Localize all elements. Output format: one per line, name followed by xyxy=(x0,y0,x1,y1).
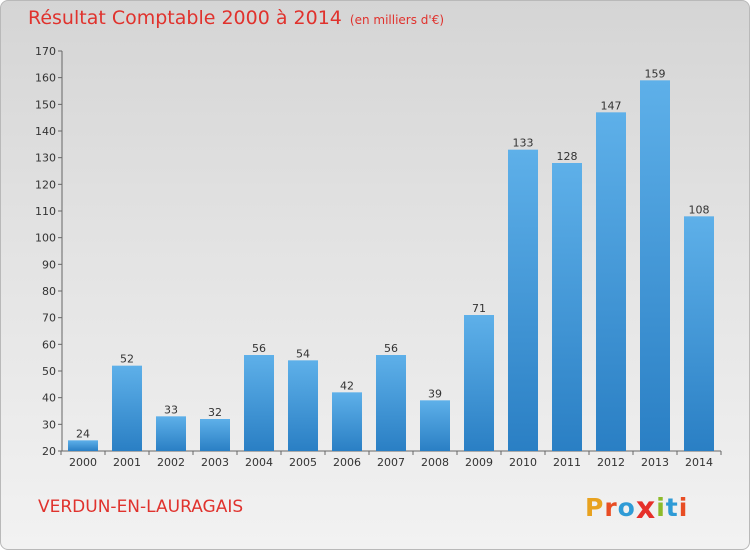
bar-2007[interactable] xyxy=(376,355,406,451)
x-tick-label-2003: 2003 xyxy=(201,456,229,469)
bar-2000[interactable] xyxy=(68,440,98,451)
y-tick-label: 40 xyxy=(42,392,56,405)
x-tick-label-2006: 2006 xyxy=(333,456,361,469)
x-tick-label-2014: 2014 xyxy=(685,456,713,469)
y-tick-label: 50 xyxy=(42,365,56,378)
bar-2001[interactable] xyxy=(112,365,142,451)
data-label-2013: 159 xyxy=(645,67,666,80)
y-tick-label: 70 xyxy=(42,312,56,325)
y-tick-label: 20 xyxy=(42,445,56,458)
data-label-2004: 56 xyxy=(252,342,266,355)
bar-2002[interactable] xyxy=(156,416,186,451)
y-tick-label: 90 xyxy=(42,258,56,271)
y-tick-label: 150 xyxy=(35,98,56,111)
y-tick-label: 60 xyxy=(42,338,56,351)
x-tick-label-2000: 2000 xyxy=(69,456,97,469)
bar-2005[interactable] xyxy=(288,360,318,451)
x-tick-label-2005: 2005 xyxy=(289,456,317,469)
x-tick-label-2011: 2011 xyxy=(553,456,581,469)
y-tick-label: 80 xyxy=(42,285,56,298)
logo-letter: x xyxy=(635,491,657,526)
bar-2012[interactable] xyxy=(596,112,626,451)
data-label-2008: 39 xyxy=(428,387,442,400)
logo-letter: P xyxy=(585,493,605,522)
x-tick-label-2007: 2007 xyxy=(377,456,405,469)
y-tick-label: 120 xyxy=(35,178,56,191)
y-tick-label: 100 xyxy=(35,232,56,245)
logo-letter: i xyxy=(678,493,689,522)
data-label-2010: 133 xyxy=(513,137,534,150)
bar-2008[interactable] xyxy=(420,400,450,451)
bar-2003[interactable] xyxy=(200,419,230,451)
commune-name: VERDUN-EN-LAURAGAIS xyxy=(38,497,244,517)
bar-2009[interactable] xyxy=(464,315,494,451)
x-tick-label-2008: 2008 xyxy=(421,456,449,469)
data-label-2009: 71 xyxy=(472,302,486,315)
chart-title-text: Résultat Comptable 2000 à 2014 xyxy=(28,7,342,29)
bar-2011[interactable] xyxy=(552,163,582,451)
chart-title: Résultat Comptable 2000 à 2014 (en millie… xyxy=(28,7,444,29)
y-tick-label: 160 xyxy=(35,72,56,85)
y-tick-label: 110 xyxy=(35,205,56,218)
logo-letter: i xyxy=(656,493,666,522)
data-label-2012: 147 xyxy=(601,99,622,112)
chart-bars xyxy=(68,80,714,451)
data-label-2014: 108 xyxy=(689,203,710,216)
x-tick-label-2013: 2013 xyxy=(641,456,669,469)
x-tick-label-2001: 2001 xyxy=(113,456,141,469)
y-tick-label: 130 xyxy=(35,152,56,165)
logo-letter: r xyxy=(604,493,618,522)
bar-2014[interactable] xyxy=(684,216,714,451)
y-tick-label: 140 xyxy=(35,125,56,138)
y-tick-label: 170 xyxy=(35,45,56,58)
x-tick-label-2010: 2010 xyxy=(509,456,537,469)
logo-letter: o xyxy=(617,493,636,522)
data-label-2006: 42 xyxy=(340,379,354,392)
x-tick-label-2002: 2002 xyxy=(157,456,185,469)
x-tick-label-2004: 2004 xyxy=(245,456,273,469)
chart-data-labels: 24 52 33 32 56 54 42 56 39 71 133 128 147 159 108 xyxy=(76,67,710,440)
x-tick-label-2012: 2012 xyxy=(597,456,625,469)
bar-2013[interactable] xyxy=(640,80,670,451)
data-label-2003: 32 xyxy=(208,406,222,419)
data-label-2007: 56 xyxy=(384,342,398,355)
data-label-2005: 54 xyxy=(296,347,310,360)
data-label-2011: 128 xyxy=(557,150,578,163)
logo-letter: t xyxy=(665,493,679,522)
data-label-2002: 33 xyxy=(164,403,178,416)
proxiti-logo[interactable]: Proxiti xyxy=(585,489,689,526)
data-label-2000: 24 xyxy=(76,427,90,440)
bar-2004[interactable] xyxy=(244,355,274,451)
x-tick-label-2009: 2009 xyxy=(465,456,493,469)
chart-subtitle: (en milliers d'€) xyxy=(349,13,445,27)
data-label-2001: 52 xyxy=(120,353,134,366)
bar-2010[interactable] xyxy=(508,149,538,451)
bar-2006[interactable] xyxy=(332,392,362,451)
y-tick-label: 30 xyxy=(42,418,56,431)
